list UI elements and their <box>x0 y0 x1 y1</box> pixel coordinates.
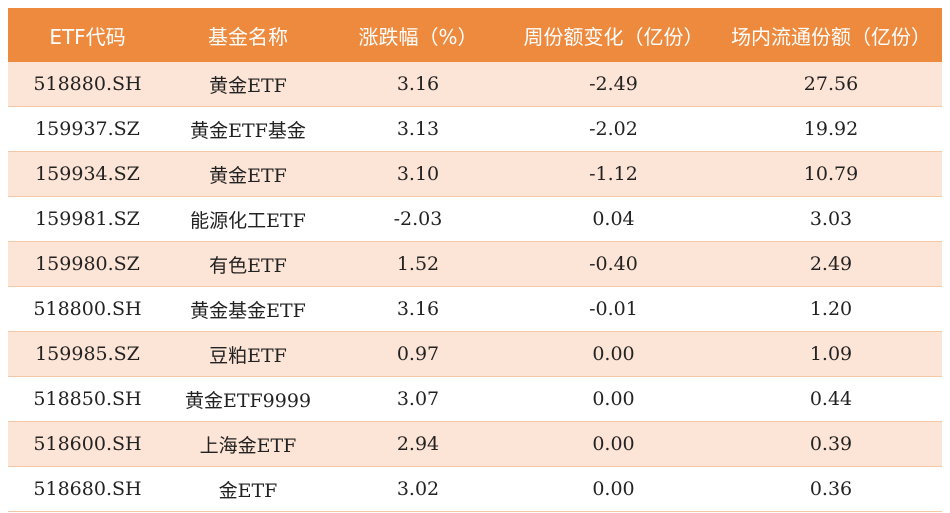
cell-shares: 19.92 <box>720 106 942 152</box>
header-onexchange-shares: 场内流通份额（亿份） <box>720 8 942 62</box>
cell-shares: 27.56 <box>720 62 942 107</box>
cell-name: 黄金ETF <box>167 62 329 107</box>
cell-change-pct: 3.16 <box>329 286 507 332</box>
cell-weekly-change: -2.49 <box>507 62 720 107</box>
cell-code: 518850.SH <box>8 376 167 422</box>
table-row: 159934.SZ 黄金ETF 3.10 -1.12 10.79 <box>8 151 942 197</box>
cell-name: 能源化工ETF <box>167 196 329 242</box>
table-row: 518850.SH 黄金ETF9999 3.07 0.00 0.44 <box>8 376 942 422</box>
cell-name: 黄金ETF9999 <box>167 376 329 422</box>
cell-shares: 0.44 <box>720 376 942 422</box>
cell-weekly-change: -0.01 <box>507 286 720 332</box>
table-row: 518800.SH 黄金基金ETF 3.16 -0.01 1.20 <box>8 286 942 332</box>
cell-change-pct: 3.16 <box>329 62 507 107</box>
cell-name: 豆粕ETF <box>167 331 329 377</box>
table-row: 159985.SZ 豆粕ETF 0.97 0.00 1.09 <box>8 331 942 377</box>
cell-code: 518800.SH <box>8 286 167 332</box>
cell-name: 有色ETF <box>167 241 329 287</box>
header-weekly-share-change: 周份额变化（亿份） <box>507 8 720 62</box>
etf-table: ETF代码 基金名称 涨跌幅（%） 周份额变化（亿份） 场内流通份额（亿份） 5… <box>8 8 942 512</box>
cell-weekly-change: -1.12 <box>507 151 720 197</box>
cell-code: 159980.SZ <box>8 241 167 287</box>
table-row: 518600.SH 上海金ETF 2.94 0.00 0.39 <box>8 421 942 467</box>
cell-change-pct: 3.02 <box>329 466 507 512</box>
cell-code: 518600.SH <box>8 421 167 467</box>
cell-code: 518880.SH <box>8 62 167 107</box>
cell-code: 518680.SH <box>8 466 167 512</box>
cell-name: 上海金ETF <box>167 421 329 467</box>
header-code: ETF代码 <box>8 8 167 62</box>
cell-change-pct: 2.94 <box>329 421 507 467</box>
cell-weekly-change: 0.00 <box>507 376 720 422</box>
cell-shares: 0.36 <box>720 466 942 512</box>
cell-shares: 3.03 <box>720 196 942 242</box>
cell-name: 黄金ETF基金 <box>167 106 329 152</box>
cell-shares: 1.09 <box>720 331 942 377</box>
cell-name: 金ETF <box>167 466 329 512</box>
cell-code: 159934.SZ <box>8 151 167 197</box>
cell-change-pct: -2.03 <box>329 196 507 242</box>
cell-shares: 10.79 <box>720 151 942 197</box>
table-row: 159981.SZ 能源化工ETF -2.03 0.04 3.03 <box>8 196 942 242</box>
cell-change-pct: 3.10 <box>329 151 507 197</box>
table-row: 159937.SZ 黄金ETF基金 3.13 -2.02 19.92 <box>8 106 942 152</box>
cell-code: 159985.SZ <box>8 331 167 377</box>
cell-weekly-change: 0.00 <box>507 331 720 377</box>
cell-change-pct: 3.07 <box>329 376 507 422</box>
cell-name: 黄金基金ETF <box>167 286 329 332</box>
cell-change-pct: 3.13 <box>329 106 507 152</box>
cell-weekly-change: -2.02 <box>507 106 720 152</box>
table-row: 518680.SH 金ETF 3.02 0.00 0.36 <box>8 466 942 512</box>
cell-shares: 2.49 <box>720 241 942 287</box>
table-row: 159980.SZ 有色ETF 1.52 -0.40 2.49 <box>8 241 942 287</box>
cell-code: 159981.SZ <box>8 196 167 242</box>
cell-change-pct: 0.97 <box>329 331 507 377</box>
table-row: 518880.SH 黄金ETF 3.16 -2.49 27.56 <box>8 62 942 107</box>
cell-weekly-change: 0.00 <box>507 466 720 512</box>
cell-change-pct: 1.52 <box>329 241 507 287</box>
cell-code: 159937.SZ <box>8 106 167 152</box>
cell-name: 黄金ETF <box>167 151 329 197</box>
cell-weekly-change: -0.40 <box>507 241 720 287</box>
header-change-pct: 涨跌幅（%） <box>329 8 507 62</box>
cell-weekly-change: 0.00 <box>507 421 720 467</box>
header-name: 基金名称 <box>167 8 329 62</box>
cell-shares: 0.39 <box>720 421 942 467</box>
cell-weekly-change: 0.04 <box>507 196 720 242</box>
table-header-row: ETF代码 基金名称 涨跌幅（%） 周份额变化（亿份） 场内流通份额（亿份） <box>8 8 942 62</box>
cell-shares: 1.20 <box>720 286 942 332</box>
